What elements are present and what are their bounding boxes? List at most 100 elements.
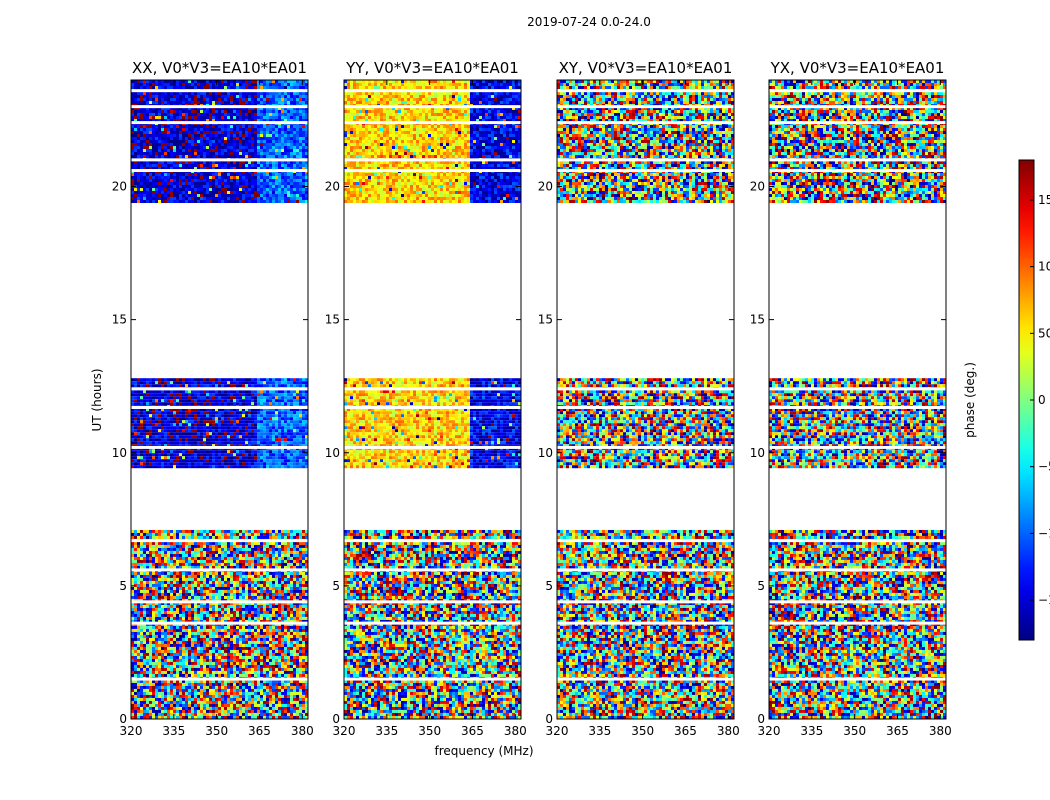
heatmap-cell (248, 550, 251, 554)
heatmap-cell (254, 420, 257, 424)
heatmap-cell (149, 646, 152, 650)
heatmap-cell (281, 435, 284, 439)
heatmap-cell (167, 670, 170, 674)
heatmap-cell (260, 423, 263, 427)
heatmap-cell (137, 706, 140, 710)
heatmap-cell (221, 547, 224, 551)
heatmap-cell (251, 652, 254, 656)
heatmap-cell (248, 423, 251, 427)
heatmap-cell (278, 637, 281, 641)
heatmap-cell (239, 396, 242, 400)
heatmap-cell (254, 619, 257, 623)
heatmap-cell (131, 426, 134, 430)
heatmap-cell (134, 613, 137, 617)
heatmap-cell (134, 637, 137, 641)
heatmap-cell (284, 562, 287, 566)
heatmap-cell (254, 378, 257, 382)
heatmap-cell (242, 661, 245, 665)
heatmap-cell (251, 393, 254, 397)
heatmap-cell (290, 574, 293, 578)
heatmap-cell (158, 643, 161, 647)
heatmap-cell (275, 423, 278, 427)
heatmap-cell (146, 688, 149, 692)
heatmap-cell (158, 637, 161, 641)
heatmap-cell (203, 673, 206, 677)
heatmap-cell (218, 426, 221, 430)
heatmap-cell (134, 535, 137, 539)
heatmap-cell (275, 634, 278, 638)
heatmap-cell (158, 649, 161, 653)
heatmap-cell (299, 390, 302, 394)
heatmap-cell (164, 390, 167, 394)
heatmap-cell (215, 535, 218, 539)
heatmap-cell (218, 547, 221, 551)
heatmap-cell (284, 655, 287, 659)
heatmap-cell (146, 420, 149, 424)
heatmap-cell (167, 586, 170, 590)
heatmap-cell (209, 595, 212, 599)
heatmap-cell (275, 583, 278, 587)
heatmap-cell (272, 411, 275, 415)
heatmap-cell (269, 706, 272, 710)
heatmap-cell (137, 625, 140, 629)
heatmap-cell (173, 709, 176, 713)
heatmap-cell (263, 673, 266, 677)
heatmap-cell (221, 411, 224, 415)
heatmap-cell (275, 610, 278, 614)
heatmap-cell (242, 667, 245, 671)
heatmap-cell (149, 438, 152, 442)
heatmap-cell (230, 700, 233, 704)
heatmap-cell (248, 535, 251, 539)
heatmap-cell (188, 535, 191, 539)
heatmap-cell (164, 408, 167, 412)
heatmap-cell (272, 565, 275, 569)
heatmap-cell (212, 694, 215, 698)
heatmap-cell (299, 411, 302, 415)
heatmap-cell (236, 688, 239, 692)
heatmap-cell (149, 559, 152, 563)
heatmap-cell (218, 628, 221, 632)
heatmap-cell (155, 592, 158, 596)
heatmap-cell (152, 586, 155, 590)
heatmap-cell (167, 715, 170, 719)
heatmap-cell (185, 426, 188, 430)
heatmap-cell (155, 417, 158, 421)
heatmap-cell (134, 411, 137, 415)
heatmap-cell (290, 541, 293, 545)
heatmap-cell (143, 384, 146, 388)
heatmap-cell (167, 553, 170, 557)
heatmap-cell (269, 682, 272, 686)
heatmap-cell (278, 402, 281, 406)
heatmap-cell (185, 640, 188, 644)
heatmap-cell (239, 715, 242, 719)
heatmap-cell (275, 706, 278, 710)
heatmap-cell (296, 399, 299, 403)
heatmap-cell (140, 589, 143, 593)
heatmap-cell (134, 628, 137, 632)
heatmap-cell (227, 420, 230, 424)
heatmap-cell (206, 685, 209, 689)
heatmap-cell (179, 589, 182, 593)
heatmap-cell (257, 550, 260, 554)
heatmap-cell (266, 390, 269, 394)
heatmap-cell (137, 658, 140, 662)
heatmap-cell (203, 634, 206, 638)
heatmap-cell (230, 679, 233, 683)
heatmap-cell (287, 667, 290, 671)
heatmap-cell (239, 559, 242, 563)
heatmap-cell (248, 574, 251, 578)
heatmap-cell (242, 685, 245, 689)
heatmap-cell (299, 604, 302, 608)
heatmap-cell (191, 423, 194, 427)
heatmap-cell (176, 565, 179, 569)
heatmap-cell (134, 408, 137, 412)
heatmap-cell (290, 583, 293, 587)
heatmap-cell (173, 426, 176, 430)
heatmap-cell (197, 544, 200, 548)
heatmap-cell (269, 402, 272, 406)
heatmap-cell (284, 384, 287, 388)
heatmap-cell (194, 393, 197, 397)
heatmap-cell (203, 562, 206, 566)
heatmap-cell (257, 607, 260, 611)
heatmap-cell (131, 547, 134, 551)
